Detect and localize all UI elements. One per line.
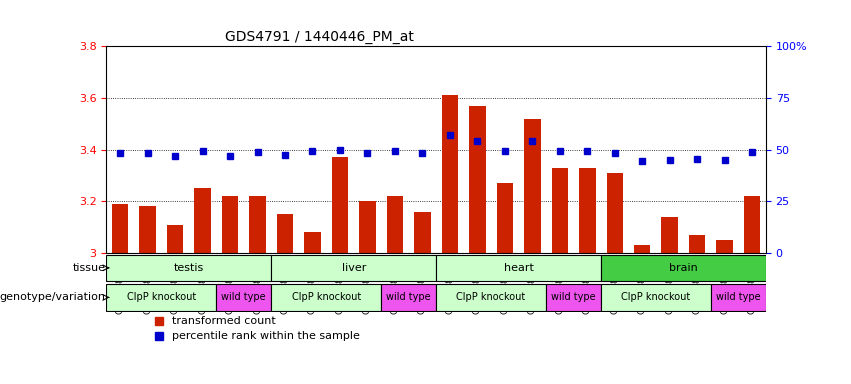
Bar bbox=[304, 232, 321, 253]
Bar bbox=[497, 183, 513, 253]
Text: genotype/variation: genotype/variation bbox=[0, 292, 106, 303]
Bar bbox=[442, 95, 458, 253]
Text: ClpP knockout: ClpP knockout bbox=[456, 292, 526, 303]
Text: ClpP knockout: ClpP knockout bbox=[621, 292, 691, 303]
Bar bbox=[551, 168, 568, 253]
FancyBboxPatch shape bbox=[381, 284, 436, 311]
Bar bbox=[579, 168, 596, 253]
Text: heart: heart bbox=[504, 263, 534, 273]
Bar bbox=[140, 207, 156, 253]
Bar bbox=[607, 173, 623, 253]
FancyBboxPatch shape bbox=[601, 255, 766, 281]
Bar bbox=[332, 157, 348, 253]
Text: percentile rank within the sample: percentile rank within the sample bbox=[172, 331, 360, 341]
Text: liver: liver bbox=[341, 263, 366, 273]
Bar bbox=[661, 217, 678, 253]
Text: ClpP knockout: ClpP knockout bbox=[127, 292, 196, 303]
Bar bbox=[469, 106, 486, 253]
Text: ClpP knockout: ClpP knockout bbox=[292, 292, 361, 303]
Text: wild type: wild type bbox=[716, 292, 761, 303]
Bar bbox=[167, 225, 183, 253]
Bar bbox=[386, 196, 403, 253]
Bar bbox=[634, 245, 650, 253]
Bar bbox=[111, 204, 129, 253]
Bar bbox=[744, 196, 761, 253]
FancyBboxPatch shape bbox=[436, 255, 601, 281]
Text: GDS4791 / 1440446_PM_at: GDS4791 / 1440446_PM_at bbox=[225, 30, 414, 44]
FancyBboxPatch shape bbox=[106, 255, 271, 281]
Bar bbox=[524, 119, 540, 253]
Text: brain: brain bbox=[669, 263, 698, 273]
Text: tissue: tissue bbox=[73, 263, 106, 273]
FancyBboxPatch shape bbox=[271, 284, 381, 311]
FancyBboxPatch shape bbox=[106, 284, 216, 311]
Bar bbox=[194, 189, 211, 253]
Bar bbox=[717, 240, 733, 253]
FancyBboxPatch shape bbox=[546, 284, 601, 311]
FancyBboxPatch shape bbox=[711, 284, 766, 311]
FancyBboxPatch shape bbox=[216, 284, 271, 311]
Text: transformed count: transformed count bbox=[172, 316, 276, 326]
Bar bbox=[689, 235, 705, 253]
Bar bbox=[359, 201, 375, 253]
FancyBboxPatch shape bbox=[436, 284, 546, 311]
FancyBboxPatch shape bbox=[271, 255, 436, 281]
Text: wild type: wild type bbox=[386, 292, 431, 303]
Text: testis: testis bbox=[174, 263, 204, 273]
Bar bbox=[277, 214, 294, 253]
Bar bbox=[249, 196, 266, 253]
Text: wild type: wild type bbox=[221, 292, 266, 303]
Bar bbox=[222, 196, 238, 253]
Bar bbox=[414, 212, 431, 253]
Text: wild type: wild type bbox=[551, 292, 596, 303]
FancyBboxPatch shape bbox=[601, 284, 711, 311]
